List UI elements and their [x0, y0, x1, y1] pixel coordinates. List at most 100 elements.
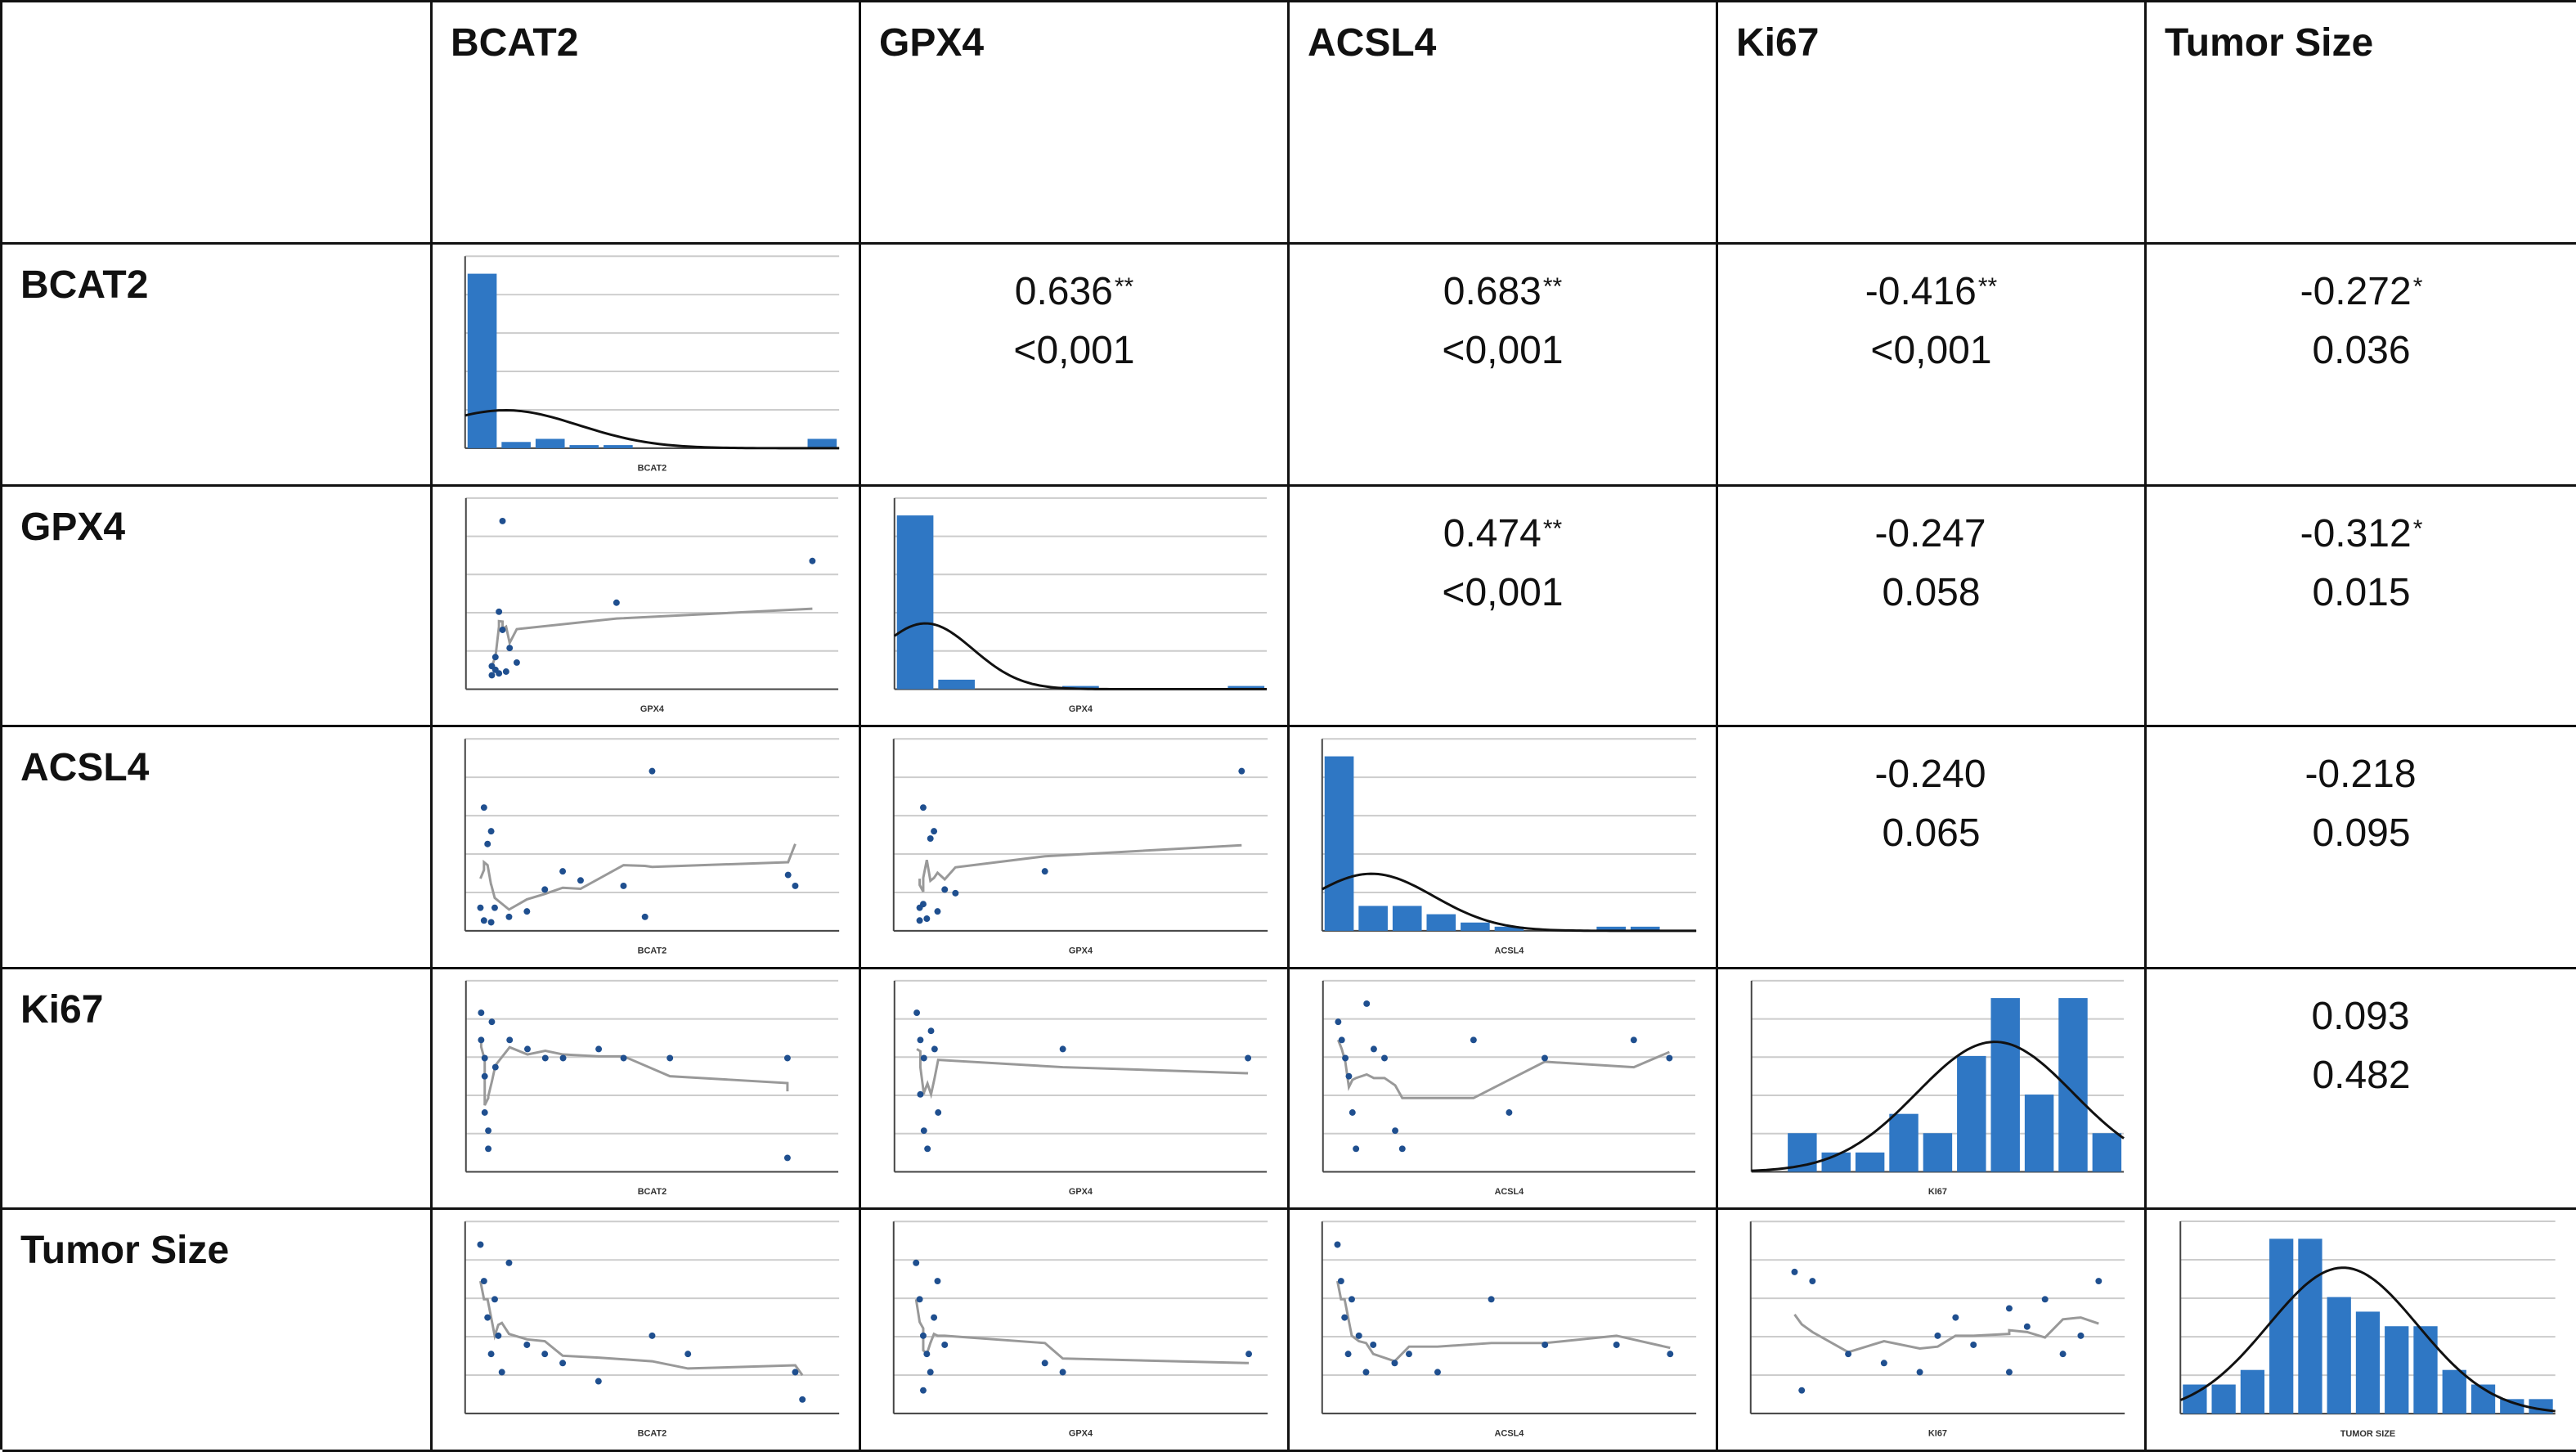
corner-cell: [2, 2, 433, 245]
scatter-point: [1245, 1054, 1252, 1062]
histogram-bar: [535, 438, 565, 448]
scatter-point: [648, 767, 656, 775]
r-value: 0.636: [1014, 270, 1113, 313]
scatter-point: [481, 1109, 488, 1116]
scatter-point: [481, 1072, 488, 1080]
histogram-bar: [604, 445, 633, 448]
scatter-point: [684, 1351, 692, 1358]
scatter-point: [498, 1369, 505, 1376]
scatter-point: [480, 1278, 487, 1285]
histogram-bar: [1461, 922, 1490, 931]
histogram-bar: [2500, 1399, 2524, 1414]
histogram-acsl4-svg: ACSL4: [1321, 738, 1697, 956]
scatter-point: [1434, 1369, 1441, 1376]
p-value: 0.065: [1882, 811, 1981, 855]
scatter-point: [1630, 1036, 1637, 1044]
x-axis-label: GPX4: [1069, 704, 1093, 714]
scatter-point: [1341, 1314, 1349, 1321]
row-header-bcat2: BCAT2: [2, 245, 433, 487]
scatter-point: [1845, 1351, 1852, 1358]
fit-line: [916, 1048, 1249, 1099]
fit-line: [1336, 1039, 1670, 1099]
row-header-gpx4: GPX4: [2, 487, 433, 727]
scatter-point: [541, 1351, 549, 1358]
scatter-point: [1059, 1369, 1066, 1376]
scatter-point: [513, 659, 520, 666]
histogram-bar: [1889, 1113, 1919, 1172]
scatter-point: [484, 1314, 491, 1321]
scatter-point: [506, 645, 514, 652]
histogram-bar: [1957, 1055, 1986, 1172]
r-value: -0.272: [2300, 270, 2412, 313]
scatter-point: [1809, 1278, 1816, 1285]
x-axis-label: ACSL4: [1495, 1429, 1525, 1439]
scatter-point: [1667, 1351, 1674, 1358]
scatter-point: [480, 804, 487, 811]
scatter-gpx4-ki67: GPX4: [861, 969, 1290, 1210]
histogram-bar: [2413, 1326, 2438, 1414]
scatter-point: [783, 1154, 791, 1162]
scatter-bcat2-acsl4: BCAT2: [433, 727, 861, 969]
scatter-point: [484, 840, 491, 847]
x-axis-label: TUMOR SIZE: [2340, 1429, 2396, 1439]
scatter-point: [485, 1145, 492, 1153]
scatter-point: [1542, 1342, 1549, 1348]
scatter-point: [1355, 1332, 1362, 1339]
scatter-bcat2-tumor-size-svg: BCAT2: [464, 1220, 840, 1439]
scatter-gpx4-ki67-svg: GPX4: [893, 979, 1268, 1197]
scatter-gpx4-bcat2: GPX4: [433, 487, 861, 727]
corr-gpx4-ki67: -0.247 0.058: [1718, 487, 2147, 727]
corr-gpx4-tumor-size: -0.312* 0.015: [2147, 487, 2576, 727]
scatter-point: [1334, 1241, 1341, 1248]
p-value: <0,001: [1442, 571, 1564, 614]
sig-marker: **: [1542, 273, 1563, 300]
scatter-point: [496, 608, 503, 615]
histogram-tumor-size-svg: TUMOR SIZE: [2179, 1220, 2556, 1439]
scatter-point: [919, 1332, 927, 1339]
scatter-point: [488, 1018, 496, 1026]
scatter-point: [1059, 1045, 1066, 1053]
scatter-point: [917, 1090, 924, 1098]
scatter-point: [1335, 1018, 1342, 1026]
scatter-point: [506, 1036, 514, 1044]
scatter-point: [1405, 1351, 1412, 1358]
col-header-bcat2: BCAT2: [433, 2, 861, 245]
histogram-bar: [2024, 1095, 2054, 1172]
p-value: 0.036: [2312, 329, 2411, 372]
scatter-gpx4-acsl4: GPX4: [861, 727, 1290, 969]
scatter-point: [488, 672, 496, 679]
scatter-bcat2-ki67-svg: BCAT2: [464, 979, 839, 1197]
scatter-point: [577, 877, 584, 884]
normal-curve: [893, 622, 1268, 690]
scatter-point: [931, 1314, 938, 1321]
scatter-point: [1362, 1369, 1370, 1376]
histogram-bar: [1630, 926, 1660, 931]
scatter-point: [1488, 1296, 1495, 1303]
scatter-point: [1348, 1296, 1355, 1303]
scatter-point: [913, 1259, 920, 1266]
scatter-point: [1342, 1054, 1349, 1062]
x-axis-label: ACSL4: [1495, 1187, 1524, 1197]
normal-curve: [1322, 872, 1697, 933]
scatter-point: [1880, 1360, 1887, 1367]
scatter-point: [931, 1045, 938, 1053]
scatter-point: [641, 913, 648, 920]
scatter-point: [2041, 1296, 2049, 1303]
x-axis-label: ACSL4: [1495, 946, 1525, 956]
scatter-point: [491, 904, 498, 911]
scatter-point: [505, 913, 513, 920]
histogram-ki67: KI67: [1718, 969, 2147, 1210]
scatter-point: [1398, 1145, 1406, 1153]
scatter-point: [613, 599, 620, 606]
sig-marker: **: [1542, 515, 1563, 542]
histogram-bar: [2058, 998, 2088, 1172]
scatter-point: [923, 1351, 931, 1358]
scatter-point: [1392, 1127, 1399, 1135]
x-axis-label: KI67: [1928, 1429, 1947, 1439]
histogram-bar: [2211, 1384, 2236, 1414]
scatter-acsl4-ki67-svg: ACSL4: [1322, 979, 1696, 1197]
scatter-point: [487, 919, 495, 926]
r-value: -0.416: [1865, 270, 1977, 313]
scatter-point: [648, 1332, 656, 1339]
